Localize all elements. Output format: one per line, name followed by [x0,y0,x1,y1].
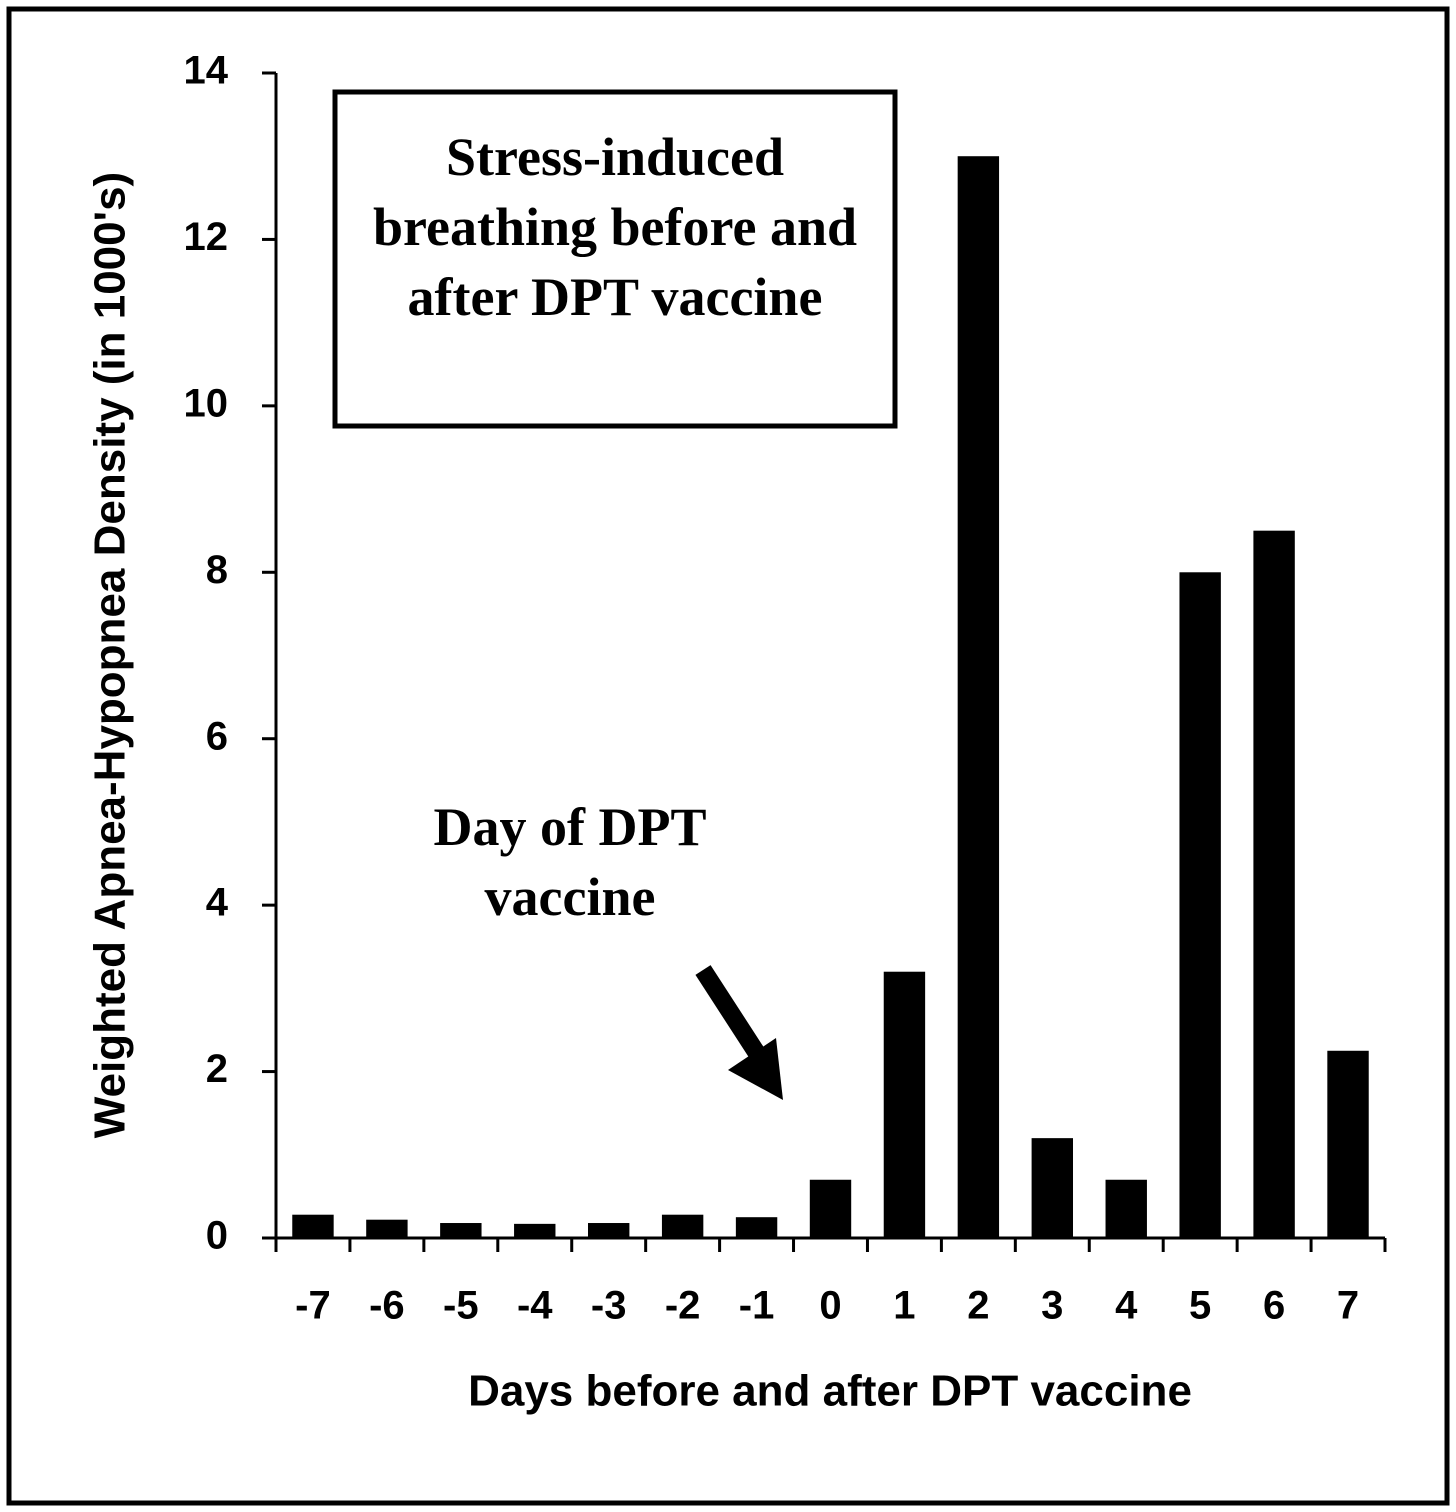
x-tick-label: 7 [1337,1284,1359,1328]
x-tick-label: 5 [1189,1284,1211,1328]
bar [735,1217,778,1238]
bar [809,1179,852,1238]
arrow-head [728,1038,783,1100]
bar [440,1223,482,1238]
bar [1327,1050,1369,1238]
y-tick-label: 6 [206,714,228,758]
x-axis-label: Days before and after DPT vaccine [468,1367,1192,1416]
bar [883,971,926,1238]
y-tick-label: 10 [184,381,229,425]
arrow-shaft [695,965,768,1063]
x-tick-label: -6 [369,1284,405,1328]
frame [6,6,1450,1506]
bar [514,1223,556,1238]
chart-title: Stress-induced breathing before and afte… [372,127,858,327]
x-tick-label: 3 [1041,1284,1063,1328]
bar [292,1214,334,1238]
bar [661,1214,704,1238]
x-tick-label: -5 [443,1284,479,1328]
bar [1253,530,1295,1238]
bar [1105,1179,1147,1238]
x-tick-label: -3 [591,1284,627,1328]
annotation: Day of DPT vaccine [433,797,707,927]
x-tick-label: 4 [1115,1284,1138,1328]
x-tick-label: -1 [739,1284,775,1328]
y-tick-label: 0 [206,1214,228,1258]
y-tick-label: 4 [206,881,229,925]
x-tick-label: -4 [517,1284,553,1328]
bar [366,1219,408,1238]
y-tick-label: 14 [184,49,229,93]
y-tick-label: 8 [206,548,228,592]
y-tick-label: 12 [184,215,229,259]
x-tick-label: 1 [893,1284,915,1328]
bar [587,1223,630,1238]
bar [1031,1138,1074,1238]
y-axis-label: Weighted Apnea-Hypopnea Density (in 1000… [86,172,135,1138]
y-tick-label: 2 [206,1047,228,1091]
title-box [332,89,898,429]
x-tick-label: 6 [1263,1284,1285,1328]
x-tick-label: 0 [819,1284,841,1328]
x-tick-label: -2 [665,1284,701,1328]
arrow [695,965,783,1100]
bar [1179,572,1221,1238]
x-tick-label: -7 [295,1284,331,1328]
bar [957,156,1000,1239]
x-tick-label: 2 [967,1284,989,1328]
